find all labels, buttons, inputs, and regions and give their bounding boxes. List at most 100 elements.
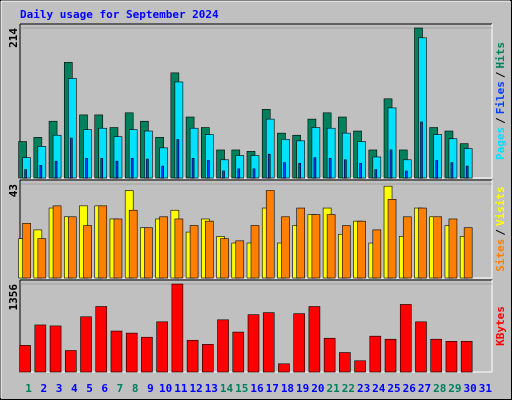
bar (22, 223, 31, 279)
x-tick-label: 21 (327, 382, 341, 395)
bar (278, 363, 290, 373)
bar (433, 216, 443, 279)
bar (281, 216, 290, 279)
bar (125, 332, 138, 373)
bar (357, 220, 366, 279)
bar (359, 162, 362, 179)
bar (80, 316, 92, 373)
bar (450, 162, 454, 179)
bar (115, 160, 119, 179)
legend-separator: / (494, 71, 507, 78)
legend: Pages / Files / Hits (494, 42, 507, 160)
y-tick-label: 1356 (7, 284, 20, 311)
bar (293, 313, 305, 373)
bar (298, 162, 301, 179)
x-tick-label: 28 (433, 382, 446, 395)
x-tick-label: 6 (101, 382, 108, 395)
bar (384, 338, 397, 373)
x-tick-label: 18 (281, 382, 294, 395)
bar (85, 158, 88, 179)
x-tick-label: 19 (296, 382, 309, 395)
legend-separator: / (494, 117, 507, 124)
bar (250, 225, 260, 279)
chart-title: Daily usage for September 2024 (20, 8, 219, 21)
bar (220, 238, 229, 279)
bar (283, 162, 286, 179)
bar (435, 160, 439, 179)
bar (52, 205, 62, 279)
bar (404, 170, 408, 179)
bar (191, 158, 195, 179)
bar (98, 205, 108, 279)
bar (100, 158, 104, 179)
legend-entry: Pages (494, 127, 507, 160)
bar (189, 225, 199, 279)
bar (130, 158, 134, 179)
bar (24, 169, 27, 179)
bar (83, 225, 92, 279)
bar (144, 227, 153, 279)
bar (267, 153, 271, 179)
bar (339, 352, 351, 373)
legend-separator: / (494, 229, 507, 236)
bar (415, 321, 427, 373)
x-tick-label: 24 (372, 382, 386, 395)
bar (296, 207, 305, 279)
y-tick-label: 214 (7, 28, 20, 48)
x-tick-label: 3 (56, 382, 63, 395)
bar (252, 168, 256, 179)
bar (445, 341, 458, 373)
bar (308, 306, 321, 373)
bar (237, 168, 241, 179)
bar (232, 331, 245, 373)
bar (313, 157, 317, 179)
bar (465, 165, 469, 179)
legend: KBytes (494, 306, 507, 346)
x-tick-label: 7 (117, 382, 124, 395)
bar (311, 214, 321, 279)
bar (326, 214, 336, 279)
bar (141, 336, 153, 373)
legend-entry: Hits (494, 42, 507, 69)
bar (402, 216, 412, 279)
bar (113, 218, 123, 279)
bar (463, 227, 473, 279)
bar (64, 350, 77, 373)
x-tick-label: 15 (235, 382, 248, 395)
bar (146, 158, 149, 179)
bar (328, 158, 332, 179)
bar (34, 324, 47, 373)
bar (420, 121, 423, 179)
bar (19, 345, 31, 373)
legend-entry: Files (494, 81, 507, 114)
x-tick-label: 13 (205, 382, 218, 395)
bar (342, 225, 351, 279)
bar (110, 330, 123, 373)
x-tick-label: 11 (174, 382, 188, 395)
bar (399, 304, 412, 373)
x-tick-label: 8 (132, 382, 139, 395)
x-tick-label: 4 (71, 382, 78, 395)
bar (387, 199, 397, 279)
bar (372, 229, 382, 279)
bar (265, 190, 275, 279)
bar (418, 207, 427, 279)
x-tick-label: 16 (250, 382, 264, 395)
x-tick-label: 26 (403, 382, 417, 395)
bar (174, 218, 184, 279)
bar (354, 360, 366, 373)
x-tick-label: 31 (479, 382, 493, 395)
bar (344, 159, 347, 179)
x-tick-label: 10 (159, 382, 172, 395)
bar (37, 238, 47, 279)
bar (202, 344, 214, 373)
bar (95, 306, 108, 373)
legend-entry: Visits (494, 186, 507, 226)
bar (186, 339, 199, 373)
x-tick-label: 5 (86, 382, 93, 395)
x-tick-label: 2 (41, 382, 48, 395)
bar (247, 314, 260, 373)
bar (430, 338, 443, 373)
x-tick-label: 9 (147, 382, 154, 395)
